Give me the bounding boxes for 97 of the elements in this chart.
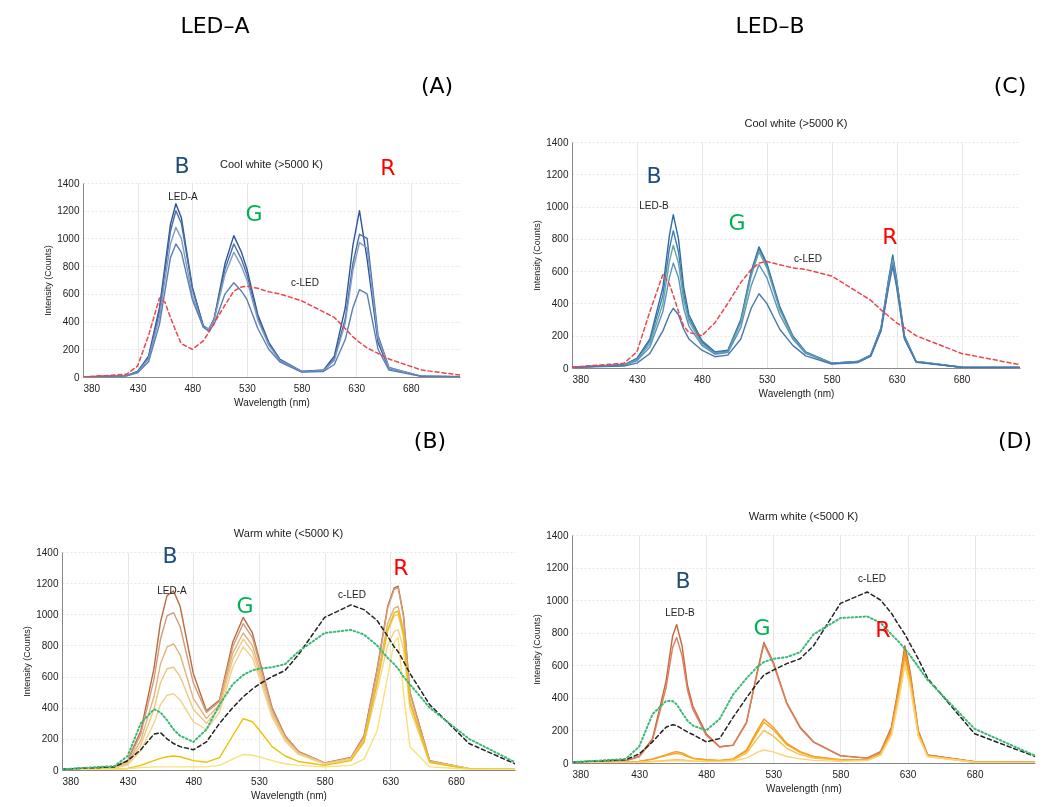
- y-axis-title: Intensity (Counts): [22, 626, 33, 697]
- x-tick-label: 580: [316, 775, 334, 787]
- y-tick-label: 1200: [546, 562, 569, 574]
- y-tick-label: 1000: [546, 594, 569, 606]
- y-tick-label: 600: [551, 265, 569, 277]
- text: (D): [997, 427, 1033, 453]
- y-tick-label: 400: [41, 702, 59, 714]
- y-axis-title: Intensity (Counts): [532, 220, 543, 291]
- x-tick-label: 630: [888, 373, 906, 385]
- x-tick-label: 480: [184, 382, 202, 394]
- y-tick-label: 600: [62, 288, 80, 300]
- x-tick-label: 630: [348, 382, 366, 394]
- x-axis-title: Wavelength (nm): [234, 396, 310, 408]
- x-axis-title: Wavelength (nm): [766, 782, 842, 794]
- x-tick-label: 680: [448, 775, 466, 787]
- y-tick-label: 200: [41, 733, 59, 745]
- y-tick-label: 600: [551, 659, 569, 671]
- x-tick-label: 530: [758, 373, 777, 385]
- x-tick-label: 480: [185, 775, 203, 787]
- annotation: G: [236, 592, 254, 618]
- y-tick-label: 0: [52, 764, 59, 776]
- chart-title: Cool white (>5000 K): [744, 117, 848, 129]
- y-tick-label: 400: [551, 692, 569, 704]
- x-tick-label: 430: [129, 382, 147, 394]
- annotation: LED-B: [665, 606, 695, 618]
- y-tick-label: 1400: [546, 529, 569, 541]
- y-tick-label: 800: [62, 260, 80, 272]
- annotation: B: [646, 162, 662, 188]
- x-axis-title: Wavelength (nm): [251, 789, 327, 801]
- y-tick-label: 1400: [36, 546, 59, 558]
- y-tick-label: 600: [41, 671, 59, 683]
- annotation: c-LED: [794, 252, 822, 264]
- x-tick-label: 480: [698, 768, 716, 780]
- annotation: G: [245, 200, 263, 226]
- annotation: B: [675, 567, 691, 593]
- x-tick-label: 630: [382, 775, 400, 787]
- x-tick-label: 430: [119, 775, 137, 787]
- x-tick-label: 430: [629, 373, 647, 385]
- annotation: LED-B: [639, 199, 669, 211]
- y-tick-label: 1400: [546, 136, 569, 148]
- y-tick-label: 200: [551, 724, 569, 736]
- y-tick-label: 0: [562, 757, 569, 769]
- annotation: c-LED: [858, 572, 886, 584]
- x-tick-label: 380: [62, 775, 80, 787]
- x-tick-label: 580: [293, 382, 311, 394]
- y-tick-label: 200: [551, 330, 569, 342]
- annotation: G: [753, 614, 771, 640]
- annotation: LED-A: [168, 190, 198, 202]
- y-tick-label: 0: [73, 371, 80, 383]
- x-tick-label: 680: [966, 768, 984, 780]
- text: (A): [420, 72, 454, 98]
- x-tick-label: 530: [251, 775, 269, 787]
- x-tick-label: 630: [899, 768, 917, 780]
- annotation: LED-A: [157, 584, 187, 596]
- text: B: [174, 152, 190, 178]
- y-tick-label: 1200: [36, 577, 59, 589]
- y-tick-label: 800: [551, 627, 569, 639]
- chart-title: Cool white (>5000 K): [219, 158, 324, 170]
- y-tick-label: 1000: [36, 608, 59, 620]
- x-tick-label: 530: [765, 768, 783, 780]
- x-tick-label: 380: [572, 373, 590, 385]
- annotation: R: [882, 223, 898, 249]
- y-tick-label: 800: [41, 639, 59, 651]
- y-axis-title: Intensity (Counts): [43, 245, 54, 316]
- y-tick-label: 1200: [57, 205, 80, 217]
- x-tick-label: 680: [402, 382, 421, 394]
- annotation: B: [162, 542, 178, 568]
- y-tick-label: 0: [562, 362, 569, 374]
- annotation: c-LED: [338, 588, 366, 600]
- x-tick-label: 380: [83, 382, 101, 394]
- y-tick-label: 1200: [546, 168, 569, 180]
- x-axis-title: Wavelength (nm): [758, 387, 835, 399]
- y-tick-label: 1000: [57, 232, 80, 244]
- y-tick-label: 1400: [57, 177, 80, 189]
- x-tick-label: 480: [694, 373, 712, 385]
- y-tick-label: 400: [551, 297, 569, 309]
- x-tick-label: 680: [953, 373, 971, 385]
- text: R: [380, 154, 396, 180]
- x-tick-label: 580: [823, 373, 841, 385]
- y-tick-label: 400: [62, 316, 80, 328]
- y-tick-label: 800: [551, 233, 569, 245]
- x-tick-label: 530: [239, 382, 257, 394]
- text: LED–A: [180, 12, 250, 38]
- annotation: R: [393, 554, 409, 580]
- x-tick-label: 430: [631, 768, 649, 780]
- chart-title: Warm white (<5000 K): [233, 527, 344, 539]
- text: (B): [413, 427, 447, 453]
- annotation: G: [728, 209, 746, 235]
- x-tick-label: 380: [572, 768, 590, 780]
- text: LED–B: [735, 12, 805, 38]
- chart-title: Warm white (<5000 K): [748, 510, 859, 522]
- y-tick-label: 200: [62, 343, 80, 355]
- text: (C): [993, 72, 1027, 98]
- y-tick-label: 1000: [546, 201, 569, 213]
- annotation: c-LED: [291, 276, 319, 288]
- x-tick-label: 580: [832, 768, 850, 780]
- y-axis-title: Intensity (Counts): [532, 614, 543, 685]
